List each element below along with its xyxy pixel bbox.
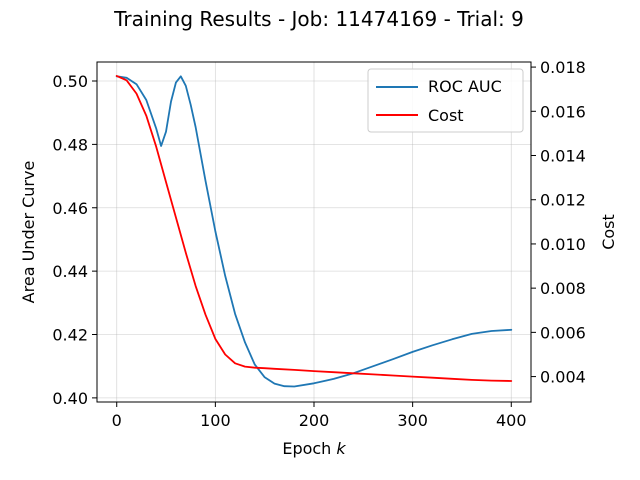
y-left-tick-label: 0.40 [52,389,88,408]
y-left-tick-label: 0.44 [52,262,88,281]
y-left-tick-label: 0.50 [52,72,88,91]
series-line-roc-auc [115,75,513,388]
y-right-tick-label: 0.004 [540,368,586,387]
x-ticks: 0 100 200 300 400 [112,402,527,430]
y-left-tick-label: 0.48 [52,135,88,154]
y-axis-right-label: Cost [599,214,618,250]
grid [97,62,531,402]
y-right-tick-label: 0.018 [540,58,586,77]
y-right-tick-label: 0.012 [540,191,586,210]
x-axis-label-var: k [336,439,346,458]
x-tick-label: 400 [496,411,527,430]
x-tick-label: 200 [299,411,330,430]
x-tick-label: 100 [200,411,231,430]
y-left-tick-label: 0.46 [52,199,88,218]
x-tick-label: 300 [397,411,428,430]
y-right-tick-label: 0.014 [540,147,586,166]
legend-label-roc-auc: ROC AUC [428,77,502,96]
y-right-tick-label: 0.006 [540,323,586,342]
y-right-tick-label: 0.008 [540,279,586,298]
legend-label-cost: Cost [428,106,464,125]
x-tick-label: 0 [112,411,122,430]
y-right-tick-label: 0.016 [540,102,586,121]
series-lines [115,75,513,388]
y-left-tick-label: 0.42 [52,326,88,345]
legend-box [367,68,524,133]
series-line-cost [115,75,513,382]
chart-title: Training Results - Job: 11474169 - Trial… [113,7,524,31]
x-axis-label-text: Epoch [282,439,336,458]
x-axis-label: Epoch k [282,439,346,458]
y-axis-left-label: Area Under Curve [19,161,38,304]
y-ticks-left: 0.40 0.42 0.44 0.46 0.48 0.50 [52,72,97,408]
legend: ROC AUC Cost [367,68,524,133]
y-right-tick-label: 0.010 [540,235,586,254]
y-ticks-right: 0.004 0.006 0.008 0.010 0.012 0.014 0.016 0.018 [531,58,586,387]
